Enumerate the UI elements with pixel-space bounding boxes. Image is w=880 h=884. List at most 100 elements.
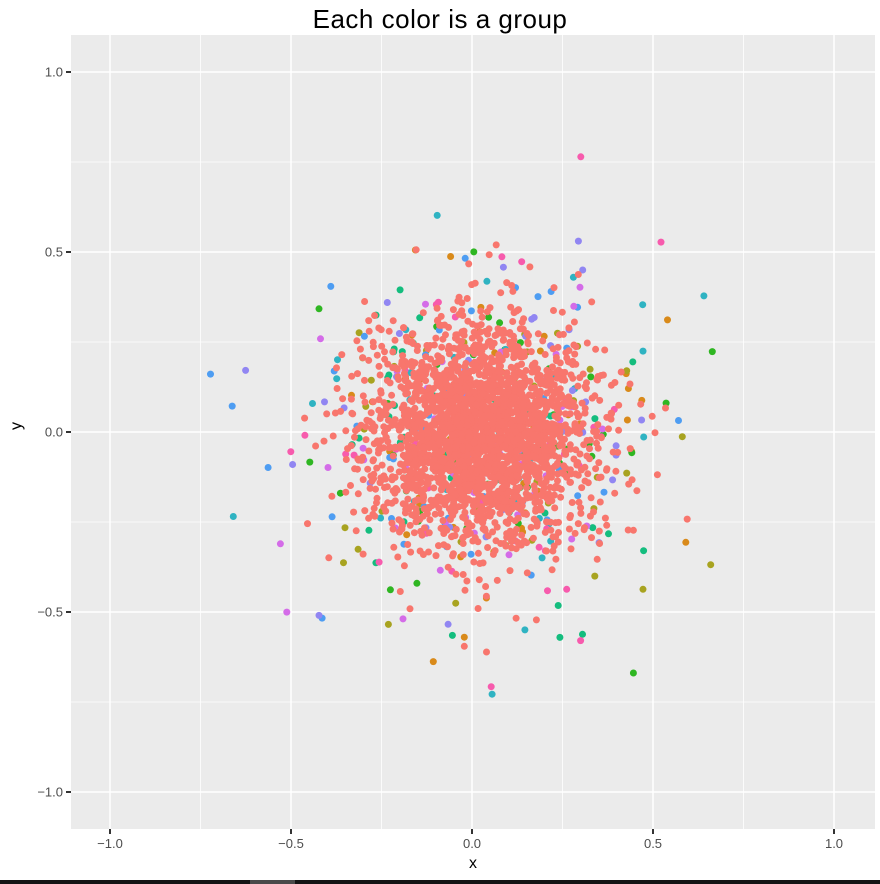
point xyxy=(478,313,486,321)
point xyxy=(341,524,349,532)
point xyxy=(524,454,532,462)
point xyxy=(301,414,309,422)
x-tick-label: −0.5 xyxy=(278,836,304,851)
point xyxy=(434,352,442,360)
point xyxy=(591,415,599,423)
point xyxy=(375,406,383,414)
point xyxy=(394,553,402,561)
bottom-bar-segment[interactable] xyxy=(250,880,295,884)
bottom-bar[interactable] xyxy=(0,880,880,884)
point xyxy=(544,587,551,595)
point xyxy=(484,330,492,338)
point xyxy=(485,251,493,259)
point xyxy=(488,509,496,517)
point xyxy=(406,605,414,613)
point xyxy=(469,508,477,516)
point xyxy=(513,408,521,416)
point xyxy=(400,562,408,570)
point xyxy=(482,592,490,600)
point xyxy=(317,335,324,343)
point xyxy=(397,460,404,468)
point xyxy=(487,683,495,691)
point xyxy=(437,357,445,365)
point xyxy=(581,404,589,412)
point xyxy=(448,431,456,439)
point xyxy=(578,399,586,407)
point xyxy=(380,423,388,431)
point xyxy=(373,494,381,502)
point xyxy=(459,551,467,559)
x-tick-mark xyxy=(290,829,292,834)
point xyxy=(463,577,471,585)
point xyxy=(419,551,427,558)
point xyxy=(625,480,633,488)
point xyxy=(561,447,569,455)
point xyxy=(429,398,436,406)
point xyxy=(386,586,394,594)
point xyxy=(556,385,564,393)
point xyxy=(405,452,413,459)
x-tick-mark xyxy=(471,829,473,834)
point xyxy=(510,351,518,359)
point xyxy=(417,527,425,535)
point xyxy=(593,555,601,563)
point xyxy=(462,395,470,403)
point xyxy=(381,348,388,356)
point xyxy=(356,345,364,353)
point xyxy=(623,469,631,477)
point xyxy=(301,431,309,439)
point xyxy=(461,363,469,370)
point xyxy=(584,479,592,487)
point xyxy=(657,238,665,246)
point xyxy=(391,487,399,494)
point xyxy=(447,486,455,494)
point xyxy=(512,492,520,500)
point xyxy=(458,430,466,438)
point xyxy=(558,376,566,384)
point xyxy=(536,347,544,355)
point xyxy=(470,438,478,446)
point xyxy=(403,459,411,467)
point xyxy=(432,463,440,471)
point xyxy=(342,488,350,496)
point xyxy=(365,447,373,455)
point xyxy=(377,474,385,482)
point xyxy=(437,469,445,477)
point xyxy=(648,412,656,420)
point xyxy=(612,467,620,475)
point xyxy=(342,450,350,458)
point xyxy=(427,391,435,399)
point xyxy=(484,544,492,551)
point xyxy=(477,307,485,315)
point xyxy=(475,491,482,499)
point xyxy=(565,525,573,533)
point xyxy=(404,541,412,548)
point xyxy=(430,484,438,492)
point xyxy=(615,401,623,409)
point xyxy=(486,435,494,443)
point xyxy=(397,424,405,432)
point xyxy=(465,519,472,527)
point xyxy=(470,328,478,336)
point xyxy=(617,368,625,376)
point xyxy=(389,400,397,408)
point xyxy=(521,446,529,454)
point xyxy=(448,503,456,510)
point xyxy=(485,313,493,321)
point xyxy=(535,543,543,551)
point xyxy=(470,248,478,256)
point xyxy=(459,571,467,578)
y-tick-label: 0.0 xyxy=(44,424,63,440)
point xyxy=(521,430,529,438)
point xyxy=(583,339,591,347)
point xyxy=(509,287,517,295)
point xyxy=(495,412,503,420)
point xyxy=(550,438,558,446)
point xyxy=(526,436,534,444)
point xyxy=(536,387,544,395)
point xyxy=(453,393,461,401)
x-tick-mark xyxy=(833,829,835,834)
point xyxy=(549,363,556,371)
point xyxy=(456,485,464,493)
point xyxy=(352,527,360,535)
